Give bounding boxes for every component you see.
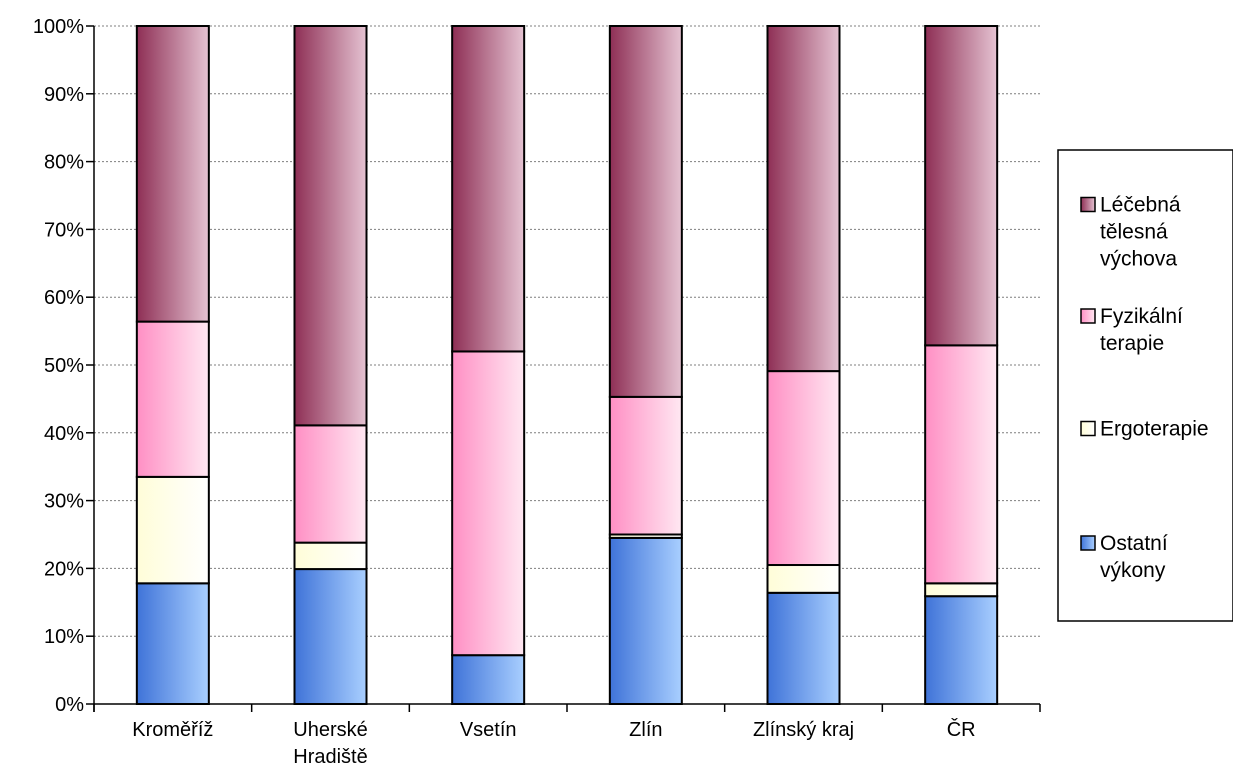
legend-label-fyzikalni-terapie: Fyzikální terapie — [1100, 305, 1183, 355]
bar-segment-ostatni-vykony — [608, 536, 683, 706]
bar-segment-fyzikalni-terapie — [451, 350, 526, 657]
y-tick-label: 50% — [44, 355, 84, 377]
x-category-label: Zlínský kraj — [753, 719, 854, 741]
y-tick-label: 20% — [44, 558, 84, 580]
x-category-label: ČR — [947, 718, 976, 741]
bars — [135, 25, 999, 706]
bar-segment-lecebna-telesna-vychova — [924, 25, 999, 347]
x-category-label: Kroměříž — [132, 719, 213, 741]
bar-segment-lecebna-telesna-vychova — [766, 25, 841, 373]
bar-segment-ergoterapie — [293, 541, 368, 571]
y-tick-label: 80% — [44, 152, 84, 174]
legend: Léčebná tělesná výchova Fyzikální terapie Erg… — [1057, 149, 1233, 622]
y-tick-label: 70% — [44, 219, 84, 241]
bar-segment-fyzikalni-terapie — [766, 370, 841, 567]
bar-segment-ergoterapie — [135, 475, 210, 585]
bar-segment-ostatni-vykony — [924, 595, 999, 705]
y-tick-label: 30% — [44, 491, 84, 513]
legend-swatch-ergoterapie — [1080, 420, 1096, 437]
bar-segment-ostatni-vykony — [293, 568, 368, 705]
y-tick-label: 10% — [44, 626, 84, 648]
bar-segment-fyzikalni-terapie — [608, 395, 683, 536]
bar-segment-ostatni-vykony — [135, 582, 210, 705]
bar-segment-lecebna-telesna-vychova — [451, 25, 526, 353]
legend-label-ostatni-vykony: Ostatní výkony — [1100, 532, 1168, 582]
bar-segment-fyzikalni-terapie — [293, 424, 368, 544]
bar-segment-fyzikalni-terapie — [924, 344, 999, 585]
x-category-labels: Kroměříž Uherské Hradiště Vsetín Zlín Zlínský… — [132, 718, 975, 768]
y-tick-label: 60% — [44, 287, 84, 309]
bar-segment-ostatni-vykony — [451, 654, 526, 706]
legend-swatch-fyzikalni-terapie — [1080, 308, 1096, 324]
gridlines — [94, 25, 1040, 637]
y-tick-label: 90% — [44, 84, 84, 106]
axes — [86, 25, 1041, 712]
legend-label-lecebna-telesna-vychova: Léčebná tělesná výchova — [1100, 194, 1181, 271]
y-tick-label: 0% — [55, 694, 84, 716]
x-category-label: Zlín — [629, 719, 662, 741]
y-tick-labels: 0% 10% 20% 30% 40% 50% 60% 70% 80% 90% 100% — [33, 16, 84, 716]
bar-segment-ergoterapie — [924, 582, 999, 598]
bar-segment-lecebna-telesna-vychova — [293, 25, 368, 427]
bar-segment-ostatni-vykony — [766, 591, 841, 705]
x-category-label: Vsetín — [460, 719, 517, 741]
legend-swatch-ostatni-vykony — [1080, 535, 1096, 551]
x-category-label: Uherské Hradiště — [293, 719, 367, 768]
y-tick-label: 100% — [33, 16, 84, 38]
legend-label-ergoterapie: Ergoterapie — [1100, 418, 1209, 441]
bar-segment-lecebna-telesna-vychova — [608, 25, 683, 398]
bar-segment-ergoterapie — [766, 564, 841, 594]
bar-segment-fyzikalni-terapie — [135, 320, 210, 478]
y-tick-label: 40% — [44, 423, 84, 445]
legend-swatch-lecebna-telesna-vychova — [1080, 196, 1096, 213]
bar-segment-lecebna-telesna-vychova — [135, 25, 210, 323]
